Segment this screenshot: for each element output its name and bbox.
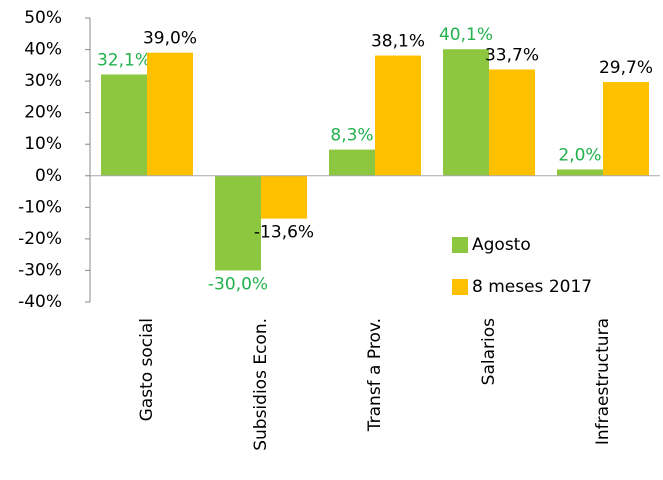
data-label: 29,7% — [599, 58, 653, 78]
y-tick-label: 20% — [24, 103, 62, 123]
bar — [375, 55, 421, 176]
data-label: -13,6% — [254, 223, 314, 243]
legend-label: 8 meses 2017 — [472, 277, 592, 297]
y-tick-label: 30% — [24, 71, 62, 91]
data-label: 40,1% — [439, 25, 493, 45]
data-label: 8,3% — [330, 126, 373, 146]
legend-label: Agosto — [472, 235, 531, 255]
bar — [443, 49, 489, 176]
y-tick-label: -20% — [18, 229, 62, 249]
bar — [261, 175, 307, 219]
data-label: 32,1% — [97, 50, 151, 70]
y-tick-label: -10% — [18, 197, 62, 217]
y-tick-label: 50% — [24, 8, 62, 28]
data-label: -30,0% — [208, 274, 268, 294]
data-label: 39,0% — [143, 29, 197, 49]
x-tick-label: Salarios — [479, 318, 499, 385]
x-tick-label: Gasto social — [137, 318, 157, 421]
bar — [489, 69, 535, 176]
bar — [603, 82, 649, 176]
bar — [101, 74, 147, 176]
y-tick-label: 10% — [24, 134, 62, 154]
legend-swatch — [452, 279, 468, 295]
bar — [557, 169, 603, 176]
y-tick-label: -30% — [18, 260, 62, 280]
legend-swatch — [452, 237, 468, 253]
bar — [147, 52, 193, 176]
y-tick-label: -40% — [18, 292, 62, 312]
y-tick-label: 0% — [35, 166, 62, 186]
x-tick-label: Transf a Prov. — [365, 318, 385, 432]
bar — [215, 175, 261, 271]
x-tick-label: Subsidios Econ. — [251, 318, 271, 451]
data-label: 2,0% — [558, 145, 601, 165]
bar — [329, 149, 375, 176]
y-tick-label: 40% — [24, 40, 62, 60]
x-tick-label: Infraestructura — [593, 318, 613, 445]
data-label: 38,1% — [371, 32, 425, 52]
data-label: 33,7% — [485, 45, 539, 65]
